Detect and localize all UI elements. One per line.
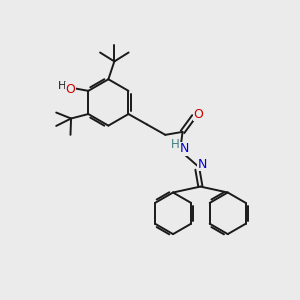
Text: H: H <box>58 80 67 91</box>
Text: N: N <box>180 142 189 155</box>
Text: O: O <box>194 107 203 121</box>
Text: H: H <box>170 138 179 151</box>
Text: O: O <box>65 83 75 96</box>
Text: N: N <box>198 158 208 171</box>
